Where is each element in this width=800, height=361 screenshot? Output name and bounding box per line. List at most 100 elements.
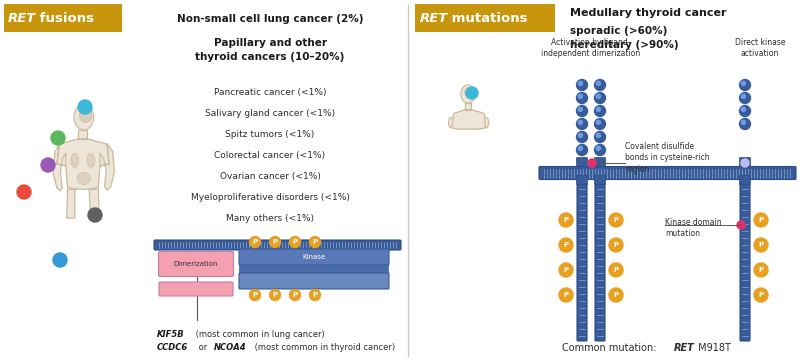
Circle shape xyxy=(594,131,606,143)
Circle shape xyxy=(577,144,587,156)
Text: P: P xyxy=(758,292,763,298)
Circle shape xyxy=(578,120,582,125)
Text: Medullary thyroid cancer: Medullary thyroid cancer xyxy=(570,8,726,18)
Text: Colorectal cancer (<1%): Colorectal cancer (<1%) xyxy=(214,151,326,160)
Circle shape xyxy=(596,81,601,86)
Text: Salivary gland cancer (<1%): Salivary gland cancer (<1%) xyxy=(205,109,335,118)
Circle shape xyxy=(250,236,261,248)
Text: Covalent disulfide
bonds in cysteine-rich
region: Covalent disulfide bonds in cysteine-ric… xyxy=(625,142,710,174)
Circle shape xyxy=(41,158,55,172)
Text: P: P xyxy=(758,242,763,248)
Text: M918T: M918T xyxy=(695,343,731,353)
Circle shape xyxy=(578,133,582,138)
Polygon shape xyxy=(66,189,75,218)
Polygon shape xyxy=(53,144,66,191)
Ellipse shape xyxy=(70,153,79,168)
Polygon shape xyxy=(466,103,471,110)
Circle shape xyxy=(596,120,601,125)
FancyBboxPatch shape xyxy=(239,265,389,274)
Text: P: P xyxy=(253,292,258,298)
FancyBboxPatch shape xyxy=(594,175,606,184)
Text: P: P xyxy=(313,239,318,245)
Ellipse shape xyxy=(449,117,454,128)
FancyBboxPatch shape xyxy=(415,4,555,32)
Circle shape xyxy=(609,238,623,252)
Circle shape xyxy=(310,236,321,248)
Circle shape xyxy=(742,107,746,112)
FancyBboxPatch shape xyxy=(4,4,122,32)
Text: P: P xyxy=(614,242,618,248)
Text: Myeloproliferative disorders (<1%): Myeloproliferative disorders (<1%) xyxy=(190,193,350,202)
Ellipse shape xyxy=(77,172,90,185)
Circle shape xyxy=(739,92,750,104)
Circle shape xyxy=(596,107,601,112)
Ellipse shape xyxy=(79,108,92,123)
Circle shape xyxy=(596,133,601,138)
Circle shape xyxy=(466,87,478,99)
Text: KIF5B: KIF5B xyxy=(157,330,185,339)
Text: (most common in thyroid cancer): (most common in thyroid cancer) xyxy=(252,343,395,352)
Text: or: or xyxy=(196,343,210,352)
FancyBboxPatch shape xyxy=(239,249,389,265)
Circle shape xyxy=(559,263,573,277)
Text: Ovarian cancer (<1%): Ovarian cancer (<1%) xyxy=(219,172,321,181)
Circle shape xyxy=(739,105,750,117)
Polygon shape xyxy=(57,139,109,189)
Ellipse shape xyxy=(87,153,95,168)
Circle shape xyxy=(754,263,768,277)
FancyBboxPatch shape xyxy=(739,175,750,184)
Text: P: P xyxy=(614,217,618,223)
Text: RET: RET xyxy=(674,343,694,353)
Text: (most common in lung cancer): (most common in lung cancer) xyxy=(193,330,325,339)
Text: Common mutation:: Common mutation: xyxy=(562,343,660,353)
Circle shape xyxy=(609,288,623,302)
Circle shape xyxy=(754,288,768,302)
Polygon shape xyxy=(90,189,99,218)
FancyBboxPatch shape xyxy=(594,157,606,166)
Text: RET: RET xyxy=(8,12,36,25)
Circle shape xyxy=(577,79,587,91)
Circle shape xyxy=(596,94,601,99)
Text: P: P xyxy=(614,292,618,298)
Circle shape xyxy=(577,131,587,143)
Text: P: P xyxy=(563,217,569,223)
Circle shape xyxy=(741,159,749,167)
Text: Papillary and other
thyroid cancers (10–20%): Papillary and other thyroid cancers (10–… xyxy=(195,38,345,62)
Circle shape xyxy=(577,105,587,117)
Circle shape xyxy=(609,213,623,227)
Circle shape xyxy=(577,92,587,104)
Ellipse shape xyxy=(483,117,489,128)
Circle shape xyxy=(88,208,102,222)
Circle shape xyxy=(594,79,606,91)
FancyBboxPatch shape xyxy=(158,252,234,277)
Circle shape xyxy=(578,81,582,86)
Circle shape xyxy=(559,213,573,227)
FancyBboxPatch shape xyxy=(595,183,605,341)
Text: P: P xyxy=(273,292,278,298)
Circle shape xyxy=(596,146,601,151)
FancyBboxPatch shape xyxy=(239,273,389,289)
Text: P: P xyxy=(563,242,569,248)
Circle shape xyxy=(594,92,606,104)
Text: P: P xyxy=(758,217,763,223)
Text: P: P xyxy=(758,267,763,273)
Ellipse shape xyxy=(461,85,475,103)
FancyBboxPatch shape xyxy=(154,240,401,250)
Circle shape xyxy=(594,118,606,130)
Circle shape xyxy=(742,120,746,125)
Circle shape xyxy=(250,290,261,300)
Circle shape xyxy=(559,288,573,302)
Text: Spitz tumors (<1%): Spitz tumors (<1%) xyxy=(226,130,314,139)
Circle shape xyxy=(53,253,67,267)
Text: Many others (<1%): Many others (<1%) xyxy=(226,214,314,223)
Circle shape xyxy=(578,146,582,151)
FancyBboxPatch shape xyxy=(577,183,587,341)
Text: P: P xyxy=(293,292,298,298)
Text: Activation by ligand-
independent dimerization: Activation by ligand- independent dimeri… xyxy=(542,38,641,58)
Circle shape xyxy=(742,94,746,99)
Text: P: P xyxy=(293,239,298,245)
Text: sporadic (>60%)
hereditary (>90%): sporadic (>60%) hereditary (>90%) xyxy=(570,26,678,50)
Polygon shape xyxy=(100,144,114,190)
Circle shape xyxy=(594,144,606,156)
Circle shape xyxy=(594,105,606,117)
